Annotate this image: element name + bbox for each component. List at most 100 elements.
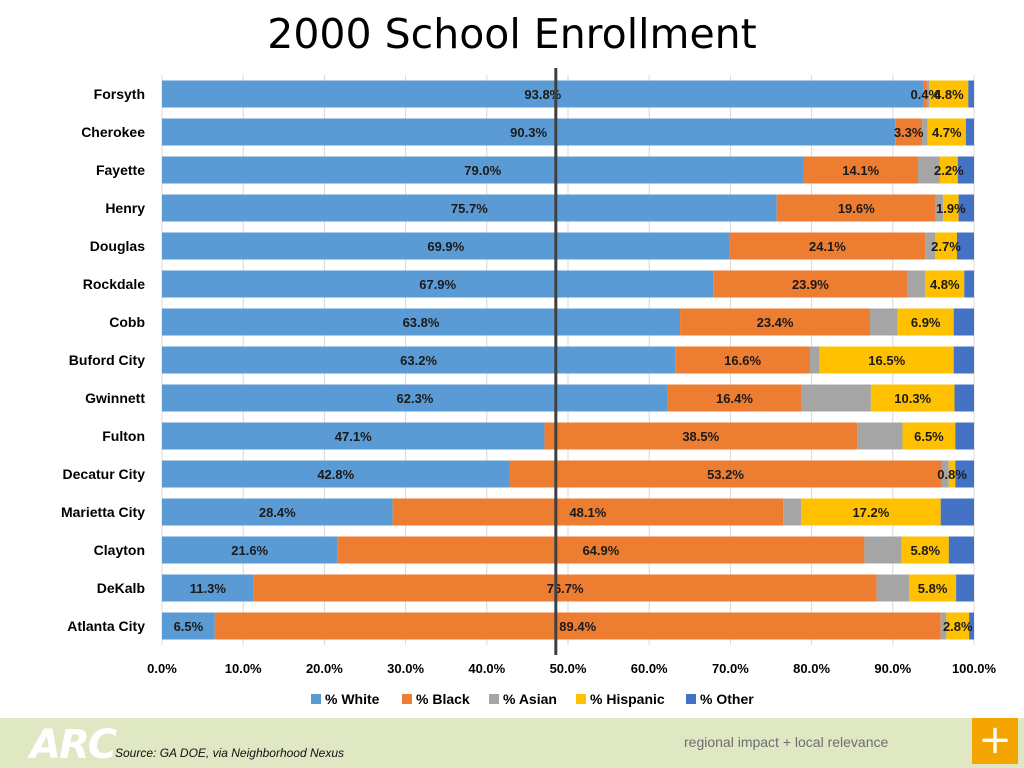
data-label: 5.8% xyxy=(910,543,940,558)
data-label: 63.2% xyxy=(400,353,437,368)
bar-segment xyxy=(162,270,714,298)
stacked-bar-chart: 93.8% 0.4%4.8%90.3% 3.3% 4.7%79.0% 14.1% 2.2%… xyxy=(61,68,997,707)
bar-segment xyxy=(953,308,974,336)
data-label: 1.9% xyxy=(936,201,966,216)
data-label: 79.0% xyxy=(464,163,501,178)
bar-segment xyxy=(162,384,668,412)
data-label: 6.5% xyxy=(914,429,944,444)
bar-segment xyxy=(953,346,974,374)
bar-segment xyxy=(907,270,926,298)
bar-segment xyxy=(965,118,974,146)
category-label: Decatur City xyxy=(63,466,146,482)
bar-segment xyxy=(803,156,918,184)
data-label: 4.8% xyxy=(934,87,964,102)
bar-segment xyxy=(946,612,970,640)
bar-segment xyxy=(713,270,908,298)
bar-segment xyxy=(857,422,903,450)
data-label: 28.4% xyxy=(259,505,296,520)
bar-segment xyxy=(162,460,510,488)
bar-segment xyxy=(162,536,338,564)
legend-label: % Black xyxy=(416,691,470,707)
data-label: 23.4% xyxy=(757,315,794,330)
bar-segment xyxy=(801,384,871,412)
bar-segment xyxy=(729,232,926,260)
bar-segment xyxy=(162,194,777,222)
category-label: Gwinnett xyxy=(85,390,145,406)
x-tick-label: 70.0% xyxy=(712,661,749,676)
x-tick-label: 100.0% xyxy=(952,661,997,676)
data-label: 23.9% xyxy=(792,277,829,292)
data-label: 4.7% xyxy=(932,125,962,140)
bar-segment xyxy=(253,574,877,602)
data-label: 75.7% xyxy=(451,201,488,216)
data-label: 69.9% xyxy=(427,239,464,254)
bar-segment xyxy=(901,536,949,564)
bar-segment xyxy=(957,156,974,184)
bar-segment xyxy=(968,80,974,108)
bar-segment xyxy=(801,498,941,526)
legend-label: % Hispanic xyxy=(590,691,665,707)
x-tick-label: 40.0% xyxy=(468,661,505,676)
category-label: Fayette xyxy=(96,162,145,178)
category-label: Forsyth xyxy=(94,86,145,102)
x-tick-label: 20.0% xyxy=(306,661,343,676)
bar-segment xyxy=(954,384,974,412)
bar-segment xyxy=(819,346,954,374)
data-label: 89.4% xyxy=(559,619,596,634)
legend-label: % White xyxy=(325,691,380,707)
legend-swatch xyxy=(576,694,586,704)
data-label: 4.8% xyxy=(930,277,960,292)
bar-segment xyxy=(941,460,949,488)
bar-segment xyxy=(162,308,681,336)
category-label: Buford City xyxy=(69,352,145,368)
x-tick-label: 50.0% xyxy=(550,661,587,676)
data-label: 42.8% xyxy=(317,467,354,482)
bar-segment xyxy=(776,194,936,222)
data-label: 62.3% xyxy=(397,391,434,406)
bar-segment xyxy=(162,498,393,526)
footer-bar: ARC Source: GA DOE, via Neighborhood Nex… xyxy=(0,718,1024,768)
data-label: 93.8% xyxy=(524,87,561,102)
bar-segment xyxy=(809,346,820,374)
legend-label: % Asian xyxy=(503,691,557,707)
data-label: 6.9% xyxy=(911,315,941,330)
data-label: 2.7% xyxy=(931,239,961,254)
bar-segment xyxy=(162,422,545,450)
category-label: Fulton xyxy=(102,428,145,444)
bar-segment xyxy=(162,346,676,374)
bar-segment xyxy=(680,308,871,336)
x-tick-label: 60.0% xyxy=(631,661,668,676)
category-label: Douglas xyxy=(90,238,145,254)
bar-segment xyxy=(925,232,936,260)
data-label: 21.6% xyxy=(231,543,268,558)
bar-segment xyxy=(675,346,810,374)
bar-segment xyxy=(897,308,954,336)
bar-segment xyxy=(876,574,910,602)
bar-segment xyxy=(956,574,974,602)
bar-segment xyxy=(162,80,924,108)
data-label: 16.4% xyxy=(716,391,753,406)
data-label: 16.6% xyxy=(724,353,761,368)
bar-segment xyxy=(162,232,730,260)
bar-segment xyxy=(940,612,947,640)
bar-segment xyxy=(923,80,927,108)
plus-icon[interactable]: + xyxy=(972,718,1018,764)
data-label: 17.2% xyxy=(852,505,889,520)
data-label: 6.5% xyxy=(174,619,204,634)
legend-swatch xyxy=(489,694,499,704)
category-label: Atlanta City xyxy=(67,618,145,634)
data-label: 38.5% xyxy=(682,429,719,444)
bar-segment xyxy=(544,422,858,450)
bar-segment xyxy=(935,232,957,260)
bar-segment xyxy=(214,612,941,640)
category-label: Clayton xyxy=(94,542,145,558)
x-tick-label: 90.0% xyxy=(874,661,911,676)
bar-segment xyxy=(909,574,957,602)
bar-segment xyxy=(958,194,974,222)
bar-segment xyxy=(964,270,974,298)
bar-segment xyxy=(969,612,974,640)
bar-segment xyxy=(948,536,974,564)
bar-segment xyxy=(864,536,902,564)
bar-segment xyxy=(162,118,896,146)
data-label: 64.9% xyxy=(582,543,619,558)
